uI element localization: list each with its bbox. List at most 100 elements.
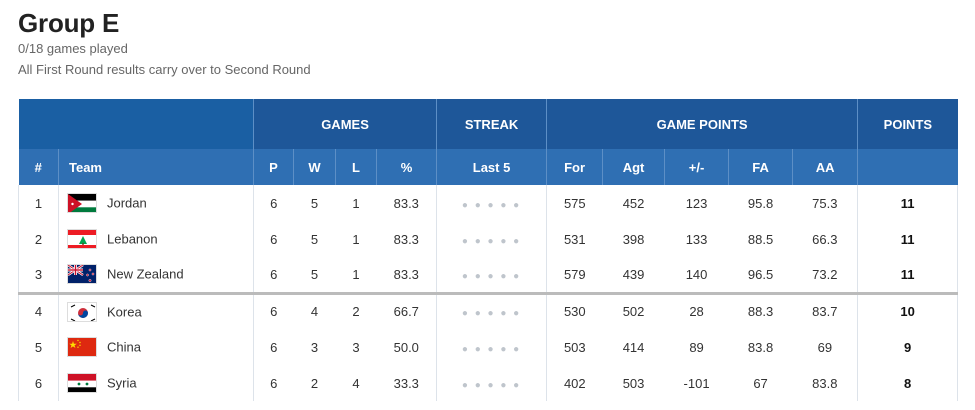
fa-cell: 67	[728, 365, 793, 401]
played-cell: 6	[253, 291, 294, 329]
rank-cell: 6	[18, 365, 59, 401]
won-cell: 5	[293, 185, 336, 221]
points-cell: 11	[857, 221, 959, 257]
col-played[interactable]: P	[253, 149, 294, 185]
fa-cell: 95.8	[728, 185, 793, 221]
team-name[interactable]: Syria	[107, 375, 137, 391]
percent-cell: 83.3	[376, 185, 437, 221]
won-cell: 5	[293, 221, 336, 257]
team-cell[interactable]: Lebanon	[58, 221, 254, 257]
against-cell: 398	[602, 221, 665, 257]
percent-cell: 33.3	[376, 365, 437, 401]
streak-cell: ● ● ● ● ●	[436, 291, 547, 329]
aa-cell: 83.7	[792, 291, 858, 329]
streak-group-header: STREAK	[436, 99, 547, 149]
played-cell: 6	[253, 185, 294, 221]
diff-cell: 133	[664, 221, 729, 257]
lost-cell: 1	[335, 185, 377, 221]
points-cell: 10	[857, 291, 959, 329]
won-cell: 4	[293, 291, 336, 329]
fa-cell: 83.8	[728, 329, 793, 365]
percent-cell: 66.7	[376, 291, 437, 329]
against-cell: 414	[602, 329, 665, 365]
streak-dots: ● ● ● ● ●	[461, 308, 522, 320]
aa-cell: 66.3	[792, 221, 858, 257]
diff-cell: 28	[664, 291, 729, 329]
lost-cell: 3	[335, 329, 377, 365]
col-for[interactable]: For	[546, 149, 603, 185]
games-group-header: GAMES	[252, 99, 437, 149]
percent-cell: 83.3	[376, 221, 437, 257]
col-fa[interactable]: FA	[728, 149, 793, 185]
col-team[interactable]: Team	[58, 149, 254, 185]
played-cell: 6	[253, 329, 294, 365]
streak-dots: ● ● ● ● ●	[461, 343, 522, 355]
china-flag-icon	[67, 337, 97, 357]
fa-cell: 88.5	[728, 221, 793, 257]
for-cell: 402	[546, 365, 603, 401]
percent-cell: 50.0	[376, 329, 437, 365]
team-name[interactable]: New Zealand	[107, 266, 184, 282]
streak-cell: ● ● ● ● ●	[436, 329, 547, 365]
aa-cell: 75.3	[792, 185, 858, 221]
table-row[interactable]: 1 Jordan 6 5 1 83.3 ● ● ● ● ● 575 452 12…	[18, 185, 959, 221]
against-cell: 503	[602, 365, 665, 401]
against-cell: 439	[602, 257, 665, 293]
points-cell: 11	[857, 185, 959, 221]
team-name[interactable]: Jordan	[107, 195, 147, 211]
team-name[interactable]: Korea	[107, 304, 142, 320]
points-cell: 11	[857, 257, 959, 293]
for-cell: 575	[546, 185, 603, 221]
streak-cell: ● ● ● ● ●	[436, 365, 547, 401]
fa-cell: 88.3	[728, 291, 793, 329]
against-cell: 502	[602, 291, 665, 329]
rank-cell: 1	[18, 185, 59, 221]
percent-cell: 83.3	[376, 257, 437, 293]
carry-over-note: All First Round results carry over to Se…	[18, 62, 311, 77]
rank-cell: 4	[18, 291, 59, 329]
new-zealand-flag-icon	[67, 264, 97, 285]
team-cell[interactable]: Korea	[58, 291, 254, 329]
streak-cell: ● ● ● ● ●	[436, 185, 547, 221]
table-row[interactable]: 4 Korea 6 4 2 66.7 ● ● ● ● ● 530 502 28 …	[18, 291, 959, 329]
team-cell[interactable]: Syria	[58, 365, 254, 401]
korea-flag-icon	[67, 301, 97, 322]
col-aa[interactable]: AA	[792, 149, 858, 185]
won-cell: 3	[293, 329, 336, 365]
diff-cell: 89	[664, 329, 729, 365]
team-name[interactable]: China	[107, 339, 141, 355]
lost-cell: 2	[335, 291, 377, 329]
table-row[interactable]: 5 China 6 3 3 50.0 ● ● ● ● ● 503 414 89 …	[18, 329, 959, 365]
against-cell: 452	[602, 185, 665, 221]
for-cell: 530	[546, 291, 603, 329]
col-against[interactable]: Agt	[602, 149, 665, 185]
team-name[interactable]: Lebanon	[107, 231, 158, 247]
col-diff[interactable]: +/-	[664, 149, 729, 185]
col-rank[interactable]: #	[18, 149, 59, 185]
table-row[interactable]: 2 Lebanon 6 5 1 83.3 ● ● ● ● ● 531 398 1…	[18, 221, 959, 257]
team-cell[interactable]: China	[58, 329, 254, 365]
col-won[interactable]: W	[293, 149, 336, 185]
lebanon-flag-icon	[67, 229, 97, 249]
points-cell: 9	[857, 329, 959, 365]
streak-dots: ● ● ● ● ●	[461, 235, 522, 247]
lost-cell: 1	[335, 257, 377, 293]
table-row[interactable]: 6 Syria 6 2 4 33.3 ● ● ● ● ● 402 503 -10…	[18, 365, 959, 401]
lost-cell: 1	[335, 221, 377, 257]
team-cell[interactable]: New Zealand	[58, 257, 254, 293]
points-group-header: POINTS	[857, 99, 958, 149]
won-cell: 5	[293, 257, 336, 293]
col-points	[857, 149, 958, 185]
col-last5[interactable]: Last 5	[436, 149, 547, 185]
syria-flag-icon	[67, 373, 97, 393]
aa-cell: 73.2	[792, 257, 858, 293]
diff-cell: 123	[664, 185, 729, 221]
team-cell[interactable]: Jordan	[58, 185, 254, 221]
games-played-text: 0/18 games played	[18, 41, 128, 56]
played-cell: 6	[253, 365, 294, 401]
table-row[interactable]: 3 New Zealand 6 5 1 83.3 ● ● ● ● ● 579 4…	[18, 257, 959, 293]
played-cell: 6	[253, 257, 294, 293]
col-percent[interactable]: %	[375, 149, 437, 185]
for-cell: 503	[546, 329, 603, 365]
col-lost[interactable]: L	[335, 149, 377, 185]
